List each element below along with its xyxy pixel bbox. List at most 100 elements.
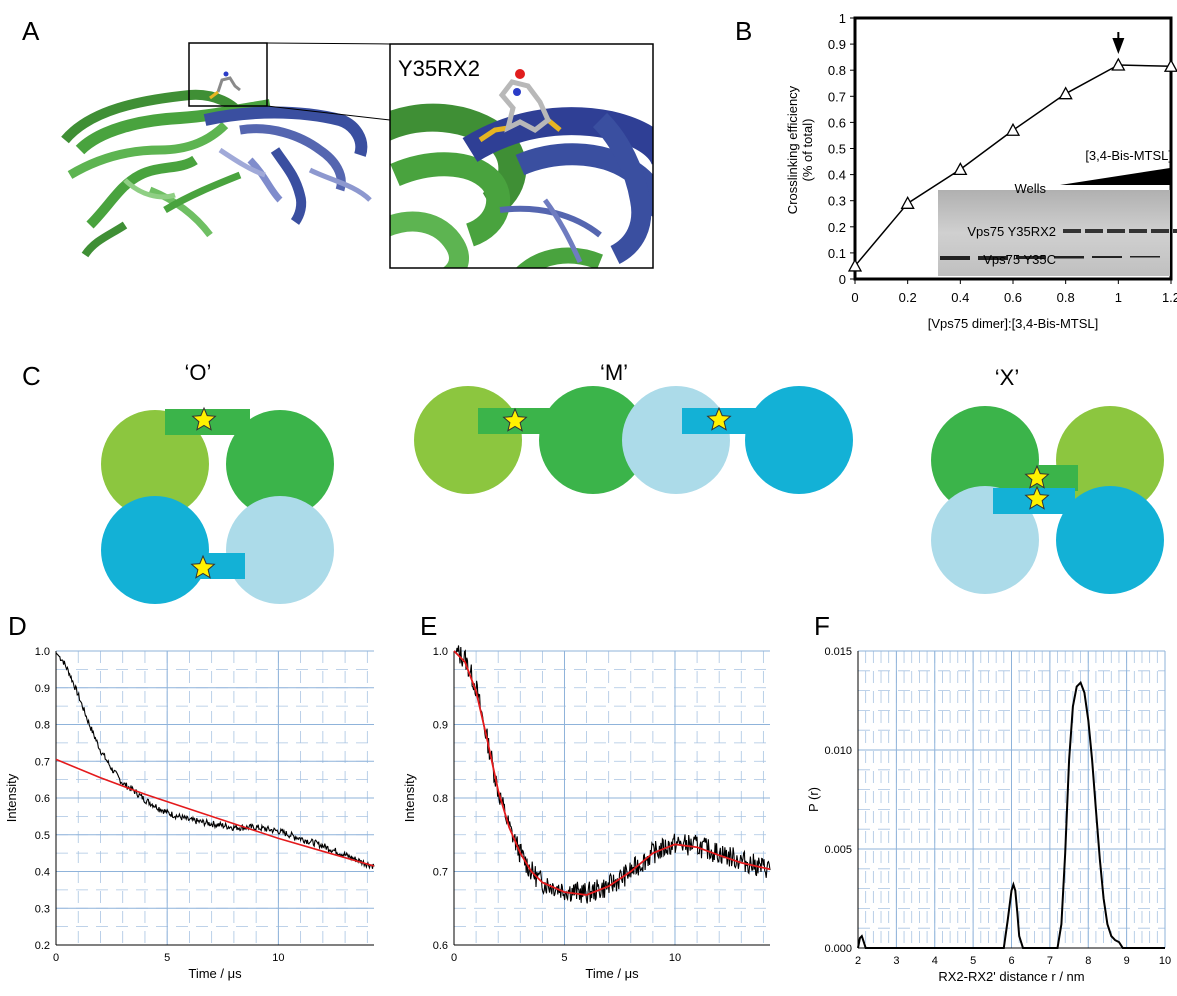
spin-label-star <box>191 406 217 431</box>
x-tick-label: 0.2 <box>899 290 917 305</box>
chart-d: 0 5 10 0.2 0.3 0.4 0.5 0.6 0.7 0.8 0.9 1.0 Time / μs… <box>4 646 375 981</box>
x-tick-label: 0.4 <box>951 290 969 305</box>
y-tick-label: 0.2 <box>35 940 50 952</box>
chart-e: 0 5 10 0.6 0.7 0.8 0.9 1.0 Time / μs Intensity <box>402 645 771 981</box>
x-tick-label: 1 <box>1115 290 1122 305</box>
gel-band-upper <box>1063 229 1081 233</box>
x-tick-label: 5 <box>970 955 976 967</box>
model-m-label: ‘M’ <box>600 360 628 385</box>
gel-band-lower-label: Vps75 Y35C <box>983 252 1056 267</box>
y-tick-label: 0.8 <box>35 720 50 732</box>
spin-label-star <box>190 554 216 579</box>
protein-structure-inset <box>389 43 654 269</box>
y-tick-label: 0.4 <box>35 867 50 879</box>
x-tick-label: 5 <box>561 952 567 964</box>
y-tick-label: 0.6 <box>433 940 448 952</box>
y-tick-label: 0.5 <box>828 142 846 157</box>
chart-f: 2 3 4 5 6 7 8 9 10 0.000 0.005 0.010 0.015 RX2-RX2' d… <box>806 646 1171 984</box>
gel-band-lower <box>1016 256 1046 259</box>
x-tick-label: 10 <box>669 952 681 964</box>
y-axis-label: Intensity <box>4 773 19 822</box>
x-tick-label: 10 <box>272 952 284 964</box>
y-tick-label: 0.9 <box>35 683 50 695</box>
y-tick-label: 0.6 <box>35 793 50 805</box>
x-tick-label: 9 <box>1124 955 1130 967</box>
y-tick-label: 0.2 <box>828 220 846 235</box>
deer-trace <box>55 652 375 870</box>
y-tick-label: 1.0 <box>35 646 50 658</box>
gel-band-lower <box>1054 256 1084 259</box>
y-tick-label: 0.8 <box>828 63 846 78</box>
panel-label-a: A <box>22 16 40 46</box>
gel-band-upper <box>1085 229 1103 233</box>
data-point <box>1058 86 1073 100</box>
y-axis-label: Crosslinking efficiency <box>785 85 800 214</box>
spin-label-stars <box>190 406 1050 579</box>
x-tick-label: 2 <box>855 955 861 967</box>
x-tick-label: 0.6 <box>1004 290 1022 305</box>
data-point <box>1005 122 1021 136</box>
y-tick-label: 0.8 <box>433 793 448 805</box>
dipolar-fit <box>453 650 771 896</box>
data-point <box>953 162 968 176</box>
spin-label-star <box>1024 485 1050 510</box>
y-tick-label: 0.015 <box>824 646 852 658</box>
panel-label-f: F <box>814 611 830 641</box>
x-tick-label: 1.2 <box>1162 290 1177 305</box>
model-o-label: ‘O’ <box>185 360 212 385</box>
gel-wells-label: Wells <box>1014 181 1046 196</box>
x-tick-label: 0 <box>53 952 59 964</box>
y-tick-label: 0.010 <box>824 745 852 757</box>
model-x-label: ‘X’ <box>995 365 1019 390</box>
distance-distribution <box>857 680 1165 949</box>
gel-band-lower <box>1130 256 1160 258</box>
gel-band-upper-label: Vps75 Y35RX2 <box>967 224 1056 239</box>
data-point <box>1163 58 1177 72</box>
x-tick-label: 4 <box>932 955 938 967</box>
y-axis-label: P (r) <box>806 787 821 812</box>
x-axis-label: [Vps75 dimer]:[3,4-Bis-MTSL] <box>928 316 1099 331</box>
gel-band-lower <box>978 256 1008 260</box>
y-tick-label: 0.1 <box>828 246 846 261</box>
spin-label-star <box>706 406 732 431</box>
gel-bands <box>940 229 1177 260</box>
arrow-head <box>1112 38 1125 54</box>
data-point <box>847 258 863 272</box>
x-tick-label: 10 <box>1159 955 1171 967</box>
gel-band-lower <box>1092 256 1122 258</box>
y-tick-label: 0.3 <box>828 194 846 209</box>
x-axis-label: Time / μs <box>188 966 242 981</box>
gel-band-upper <box>1151 229 1169 233</box>
panel-label-b: B <box>735 16 752 46</box>
panel-label-d: D <box>8 611 27 641</box>
zoom-line-top <box>266 42 391 45</box>
y-tick-label: 0.3 <box>35 903 50 915</box>
y-tick-label: 0.7 <box>828 89 846 104</box>
model-o-diagram <box>101 409 334 604</box>
y-tick-label: 0.4 <box>828 168 846 183</box>
y-tick-label: 0.7 <box>35 756 50 768</box>
x-tick-label: 8 <box>1085 955 1091 967</box>
y-axis-label: Intensity <box>402 773 417 822</box>
y-tick-label: 0.5 <box>35 830 50 842</box>
x-tick-label: 7 <box>1047 955 1053 967</box>
y-tick-label: 0.7 <box>433 867 448 879</box>
y-tick-label: 0.005 <box>824 844 852 856</box>
y-axis-label-2: (% of total) <box>800 119 815 182</box>
y-tick-label: 0.000 <box>824 943 852 955</box>
concentration-wedge <box>1060 168 1170 185</box>
x-tick-label: 0 <box>451 952 457 964</box>
data-point <box>900 195 915 209</box>
x-tick-label: 0 <box>851 290 858 305</box>
spin-label-star <box>502 407 528 432</box>
protein-structure-overview <box>61 71 372 258</box>
gel-band-upper <box>1173 229 1177 233</box>
panel-label-c: C <box>22 361 41 391</box>
y-tick-label: 1.0 <box>433 646 448 658</box>
x-axis-label: Time / μs <box>585 966 639 981</box>
zoom-line-bottom <box>266 105 391 121</box>
y-tick-label: 0.9 <box>828 37 846 52</box>
x-tick-label: 3 <box>893 955 899 967</box>
background-fit <box>55 758 375 867</box>
y-tick-label: 0.6 <box>828 115 846 130</box>
